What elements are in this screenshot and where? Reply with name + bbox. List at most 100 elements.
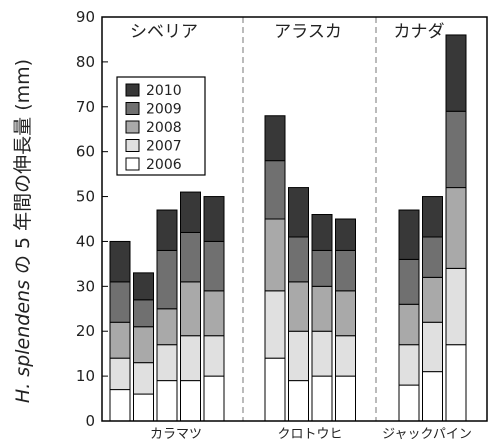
- region-label: アラスカ: [274, 22, 342, 42]
- bar-segment-2009: [109, 281, 131, 323]
- bar-segment-2010: [109, 240, 131, 283]
- y-axis-title-italic: H. splendens: [12, 280, 34, 403]
- bar-segment-2006: [445, 344, 467, 422]
- plot-frame: [101, 16, 488, 422]
- y-tick-label: 0: [85, 412, 95, 430]
- bar-segment-2010: [156, 209, 178, 251]
- region-labels: シベリア アラスカ カナダ: [130, 22, 445, 42]
- bar-segment-2010: [311, 214, 333, 251]
- y-tick-label: 90: [76, 8, 95, 26]
- legend-label-2009: 2009: [146, 102, 182, 118]
- bar-segment-2006: [109, 389, 131, 422]
- region-label: カナダ: [394, 22, 445, 42]
- bar-segment-2009: [203, 240, 225, 292]
- stacked-bar: [180, 191, 201, 422]
- y-tick-label: 30: [76, 277, 95, 295]
- bar-segment-2010: [335, 218, 356, 251]
- bar-segment-2009: [311, 249, 333, 287]
- bar-segment-2008: [422, 276, 443, 323]
- bar-segment-2009: [422, 236, 443, 278]
- bar-segment-2009: [398, 258, 420, 305]
- bar-segment-2007: [180, 335, 201, 382]
- bar-segment-2007: [133, 362, 154, 395]
- bar-segment-2006: [203, 375, 225, 422]
- bar-segment-2006: [311, 375, 333, 422]
- legend-swatch-2010: [125, 83, 140, 97]
- bar-segment-2010: [398, 209, 420, 260]
- bar-segment-2009: [180, 231, 201, 283]
- bar-segment-2007: [203, 335, 225, 377]
- bar-segment-2008: [398, 303, 420, 346]
- legend-label-2010: 2010: [146, 83, 182, 99]
- region-dividers: [242, 17, 377, 421]
- y-tick-label: 10: [76, 367, 95, 385]
- bar-segment-2010: [180, 191, 201, 233]
- bar-segment-2006: [398, 384, 420, 422]
- y-tick-label: 60: [76, 143, 95, 161]
- bar-segment-2007: [264, 290, 286, 359]
- y-tick-label: 50: [76, 188, 95, 206]
- y-axis: 0 10 20 30 40 50 60 70 80 90: [76, 8, 108, 430]
- bar-segment-2008: [180, 281, 201, 337]
- bar-segment-2006: [335, 375, 356, 422]
- species-label: ジャックパイン: [382, 427, 472, 442]
- y-tick-label: 70: [76, 98, 95, 116]
- bar-segment-2008: [156, 308, 178, 346]
- stacked-bar: [311, 214, 333, 422]
- bar-segment-2007: [335, 335, 356, 377]
- bar-segment-2006: [133, 393, 154, 422]
- bar-segment-2008: [109, 321, 131, 359]
- bar-segment-2009: [335, 249, 356, 292]
- y-axis-title: H. splendens の 5 年間の伸長量 (mm): [12, 59, 34, 403]
- legend-swatch-2008: [125, 120, 140, 134]
- bar-segment-2010: [264, 115, 286, 162]
- stacked-bar: [335, 218, 356, 422]
- species-labels: カラマツ クロトウヒ ジャックパイン: [150, 427, 472, 442]
- bar-segment-2010: [203, 196, 225, 242]
- y-axis-title-rest: の 5 年間の伸長量 (mm): [12, 59, 34, 280]
- stacked-bar: [156, 209, 178, 422]
- stacked-bar: [109, 240, 131, 422]
- bar-segment-2010: [288, 187, 309, 238]
- bar-segment-2007: [156, 344, 178, 382]
- bar-segment-2010: [445, 34, 467, 112]
- bar-segment-2007: [288, 330, 309, 382]
- legend-label-2006: 2006: [146, 157, 182, 173]
- y-axis-label: H. splendens の 5 年間の伸長量 (mm): [12, 59, 34, 403]
- y-tick-label: 40: [76, 232, 95, 250]
- bar-segment-2008: [264, 218, 286, 292]
- bar-segment-2007: [445, 267, 467, 346]
- stacked-bar: [398, 209, 420, 422]
- bar-segment-2006: [156, 380, 178, 422]
- bar-segment-2009: [156, 249, 178, 310]
- region-label: シベリア: [130, 22, 198, 42]
- legend-swatch-2007: [125, 139, 140, 152]
- bar-segment-2009: [445, 110, 467, 189]
- legend-swatch-2009: [125, 102, 140, 115]
- bar-segment-2007: [109, 357, 131, 391]
- bar-segment-2008: [335, 290, 356, 337]
- bar-segment-2006: [422, 371, 443, 422]
- bar-segment-2008: [445, 187, 467, 269]
- bar-segment-2008: [288, 281, 309, 332]
- bars: [109, 34, 467, 422]
- stacked-bar: [264, 115, 286, 422]
- stacked-bar: [203, 196, 225, 422]
- stacked-bar: [133, 272, 154, 422]
- species-label: カラマツ: [150, 427, 202, 442]
- bar-segment-2006: [264, 357, 286, 422]
- bar-segment-2007: [422, 321, 443, 373]
- stacked-bar: [445, 34, 467, 422]
- bar-segment-2007: [311, 330, 333, 377]
- bar-segment-2010: [133, 272, 154, 301]
- bar-segment-2010: [422, 196, 443, 238]
- legend: 2010 2009 2008 2007 2006: [116, 76, 206, 176]
- legend-label-2008: 2008: [146, 120, 182, 136]
- species-label: クロトウヒ: [277, 427, 342, 442]
- legend-swatch-2006: [125, 157, 140, 171]
- y-tick-label: 80: [76, 53, 95, 71]
- stacked-bar: [422, 196, 443, 422]
- bar-segment-2008: [133, 326, 154, 364]
- y-tick-label: 20: [76, 322, 95, 340]
